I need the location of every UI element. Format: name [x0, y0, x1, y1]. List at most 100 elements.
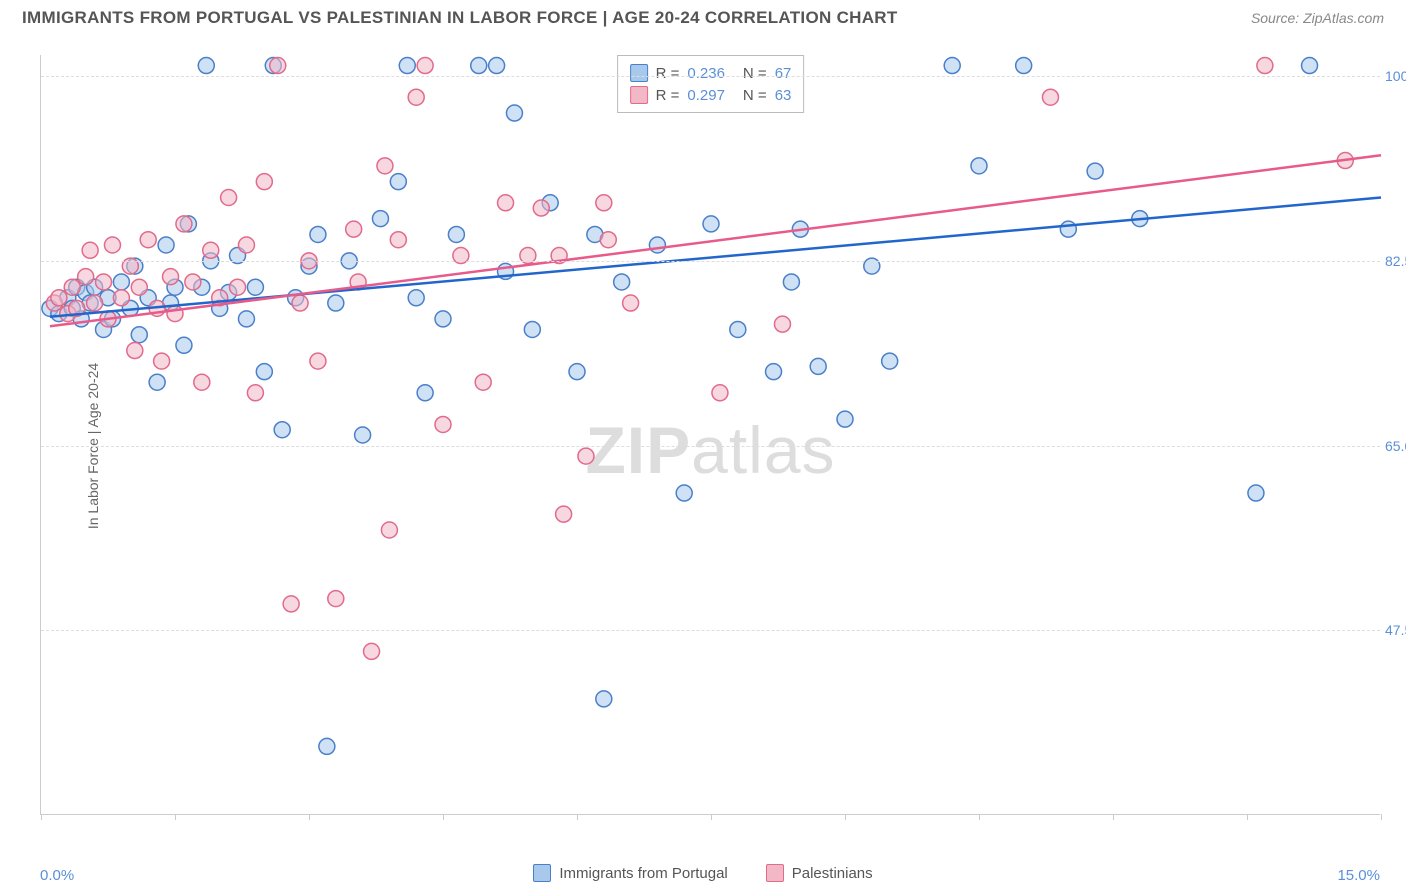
data-point	[163, 269, 179, 285]
data-point	[390, 174, 406, 190]
data-point	[471, 58, 487, 74]
data-point	[600, 232, 616, 248]
x-tick	[41, 814, 42, 820]
data-point	[676, 485, 692, 501]
data-point	[364, 643, 380, 659]
x-tick	[979, 814, 980, 820]
data-point	[198, 58, 214, 74]
legend-label: Immigrants from Portugal	[559, 865, 727, 882]
data-point	[596, 195, 612, 211]
data-point	[399, 58, 415, 74]
data-point	[703, 216, 719, 232]
data-point	[51, 290, 67, 306]
data-point	[319, 738, 335, 754]
scatter-chart: ZIPatlas R = 0.236N = 67R = 0.297N = 63 …	[40, 55, 1380, 815]
data-point	[1042, 89, 1058, 105]
y-tick-label: 100.0%	[1385, 68, 1406, 84]
data-point	[614, 274, 630, 290]
data-point	[238, 237, 254, 253]
data-point	[810, 358, 826, 374]
legend-row: R = 0.236N = 67	[630, 62, 792, 84]
data-point	[506, 105, 522, 121]
legend-swatch	[766, 864, 784, 882]
gridline	[41, 76, 1380, 77]
data-point	[408, 290, 424, 306]
legend-swatch	[533, 864, 551, 882]
data-point	[283, 596, 299, 612]
data-point	[113, 274, 129, 290]
data-point	[774, 316, 790, 332]
data-point	[971, 158, 987, 174]
y-tick-label: 82.5%	[1385, 253, 1406, 269]
data-point	[1060, 221, 1076, 237]
data-point	[390, 232, 406, 248]
data-point	[247, 279, 263, 295]
x-tick	[711, 814, 712, 820]
x-tick	[443, 814, 444, 820]
data-point	[408, 89, 424, 105]
data-point	[578, 448, 594, 464]
data-point	[355, 427, 371, 443]
data-point	[154, 353, 170, 369]
data-point	[185, 274, 201, 290]
data-point	[82, 242, 98, 258]
data-point	[766, 364, 782, 380]
data-point	[230, 279, 246, 295]
legend-r-label: R =	[656, 87, 680, 104]
legend-n-value: 63	[775, 87, 792, 104]
data-point	[96, 274, 112, 290]
legend-swatch	[630, 86, 648, 104]
gridline	[41, 261, 1380, 262]
data-point	[524, 321, 540, 337]
data-point	[533, 200, 549, 216]
data-point	[274, 422, 290, 438]
data-point	[596, 691, 612, 707]
data-point	[104, 237, 120, 253]
data-point	[203, 242, 219, 258]
data-point	[78, 269, 94, 285]
data-point	[131, 279, 147, 295]
data-point	[167, 306, 183, 322]
data-point	[1087, 163, 1103, 179]
data-point	[372, 211, 388, 227]
legend-r-label: R =	[656, 65, 680, 82]
data-point	[292, 295, 308, 311]
data-point	[131, 327, 147, 343]
data-point	[475, 374, 491, 390]
legend-label: Palestinians	[792, 865, 873, 882]
data-point	[783, 274, 799, 290]
source-attribution: Source: ZipAtlas.com	[1251, 10, 1384, 26]
data-point	[1302, 58, 1318, 74]
y-tick-label: 47.5%	[1385, 622, 1406, 638]
data-point	[417, 58, 433, 74]
data-point	[221, 190, 237, 206]
data-point	[435, 416, 451, 432]
legend-n-label: N =	[743, 65, 767, 82]
gridline	[41, 630, 1380, 631]
data-point	[87, 295, 103, 311]
legend-r-value: 0.297	[687, 87, 725, 104]
trend-line	[50, 198, 1381, 317]
data-point	[310, 353, 326, 369]
x-tick	[1113, 814, 1114, 820]
x-tick	[1381, 814, 1382, 820]
data-point	[64, 279, 80, 295]
data-point	[127, 343, 143, 359]
data-point	[417, 385, 433, 401]
data-point	[381, 522, 397, 538]
x-tick	[577, 814, 578, 820]
data-point	[435, 311, 451, 327]
data-point	[247, 385, 263, 401]
series-legend: Immigrants from Portugal Palestinians	[0, 864, 1406, 882]
gridline	[41, 446, 1380, 447]
chart-header: IMMIGRANTS FROM PORTUGAL VS PALESTINIAN …	[0, 0, 1406, 32]
data-point	[328, 295, 344, 311]
data-point	[158, 237, 174, 253]
chart-title: IMMIGRANTS FROM PORTUGAL VS PALESTINIAN …	[22, 8, 898, 28]
x-tick	[1247, 814, 1248, 820]
data-point	[649, 237, 665, 253]
x-tick	[845, 814, 846, 820]
x-tick	[309, 814, 310, 820]
correlation-legend: R = 0.236N = 67R = 0.297N = 63	[617, 55, 805, 113]
legend-row: R = 0.297N = 63	[630, 84, 792, 106]
